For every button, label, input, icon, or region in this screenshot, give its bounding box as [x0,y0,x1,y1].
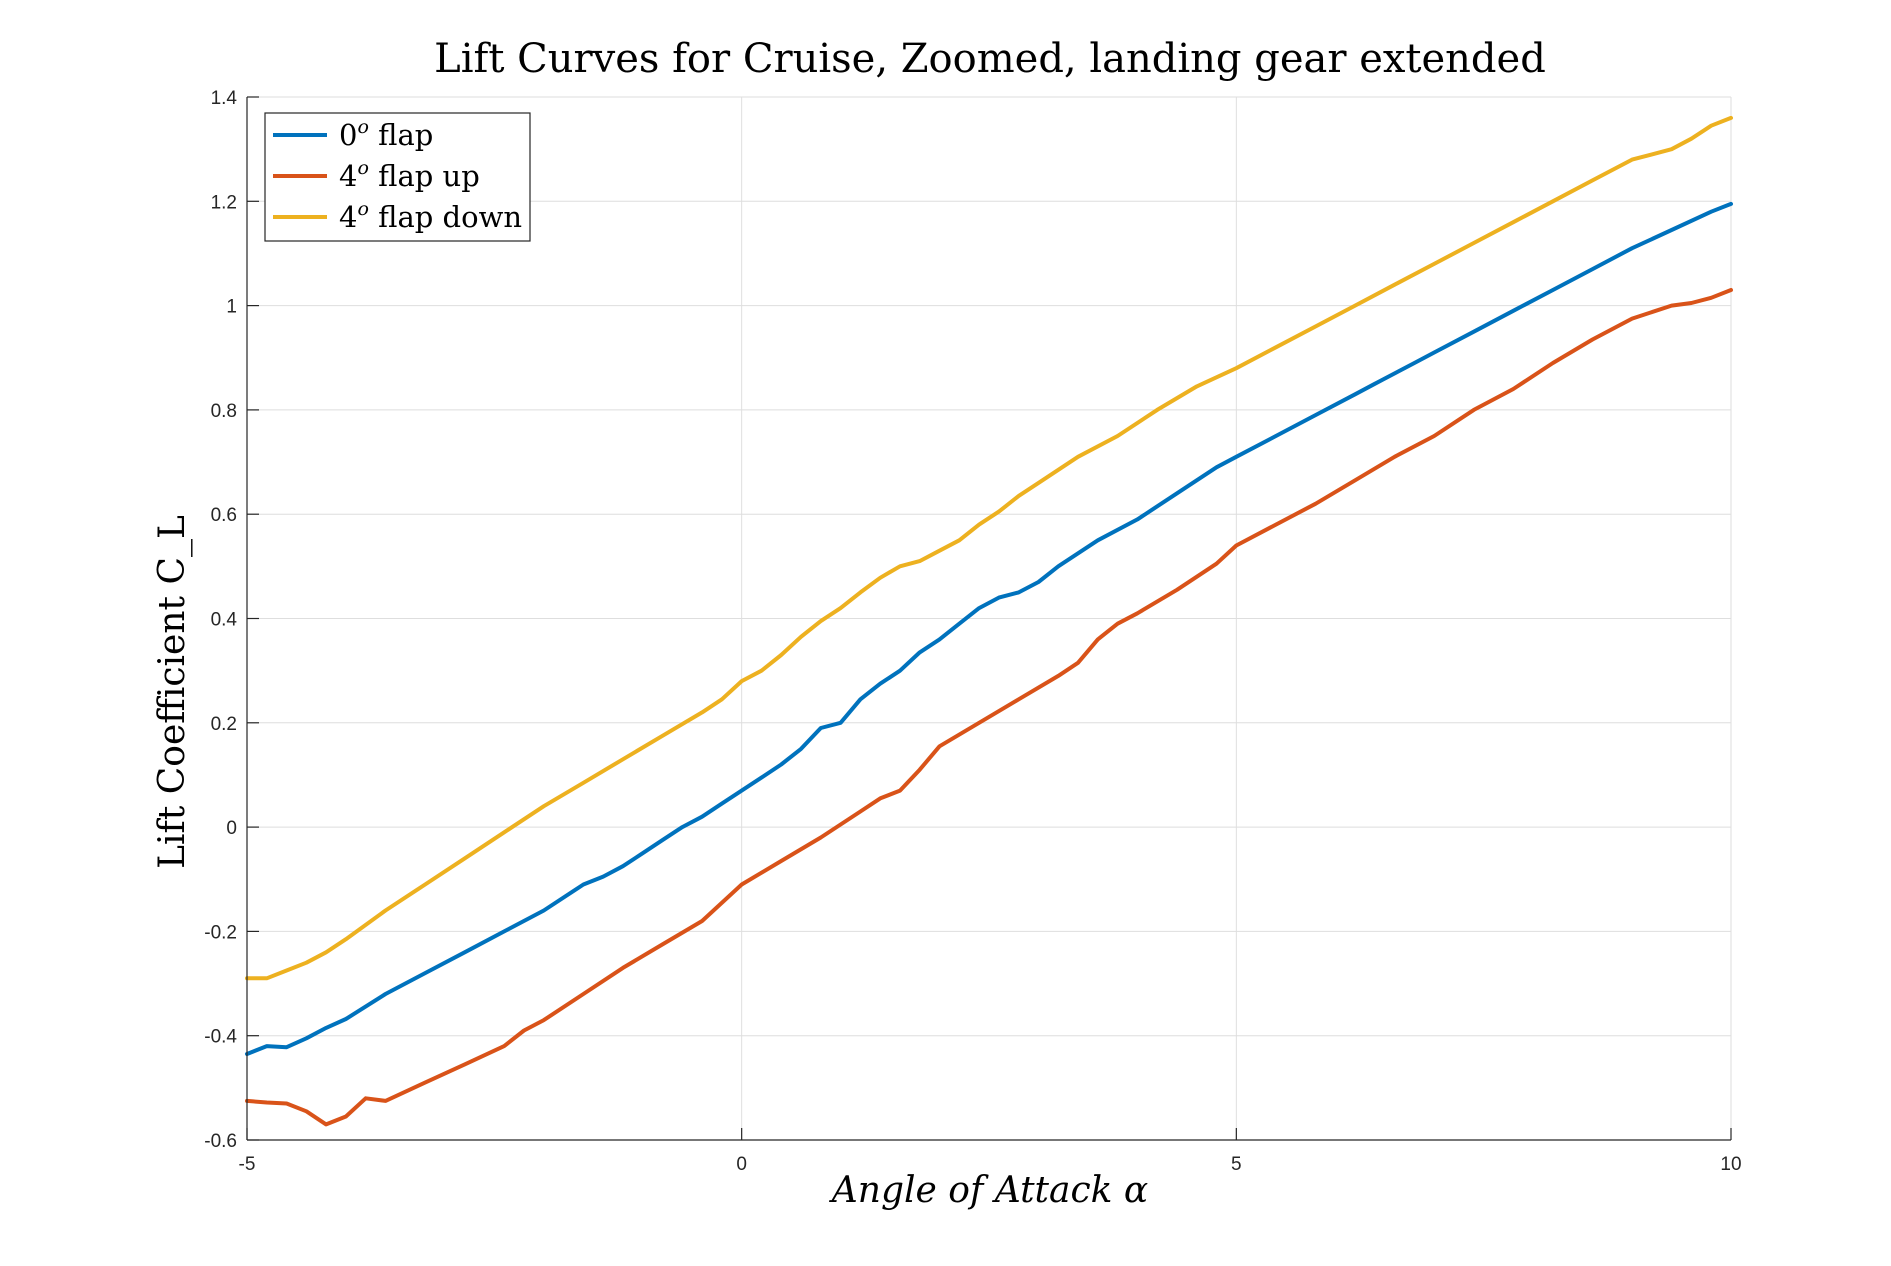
series-line-2 [245,115,1733,981]
series-line-1 [245,288,1733,1127]
y-tick-label: 0.8 [211,401,237,422]
y-tick-label: 0.6 [211,505,237,526]
legend-entry-2: 4o flap down [339,198,522,234]
y-tick-label: -0.4 [204,1027,237,1048]
x-tick-label: 0 [736,1154,747,1175]
legend-entry-0: 0o flap [339,116,433,152]
y-tick-label: 0.2 [211,714,237,735]
series-line-0 [245,201,1733,1056]
legend: 0o flap 4o flap up 4o flap down [264,112,531,242]
chart-title: Lift Curves for Cruise, Zoomed, landing … [434,36,1546,82]
y-axis-label: Lift Coefficient C_L [152,515,193,869]
y-tick-label: 1.4 [211,88,238,109]
y-tick-label: 1.2 [211,192,237,213]
y-tick-label: 1 [226,297,237,318]
y-tick-label: -0.6 [204,1131,237,1152]
y-tick-label: -0.2 [204,922,237,943]
y-tick-label: 0 [226,818,237,839]
legend-entry-1: 4o flap up [339,157,480,193]
series-lines [245,115,1733,1127]
x-tick-label: 10 [1720,1154,1741,1175]
y-tick-label: 0.4 [211,610,238,631]
tick-labels: -5 0 5 10 -0.6 -0.4 -0.2 0 0.2 0.4 0.6 0.8 1 1.2 1.4 [204,88,1741,1175]
grid [246,96,1732,1141]
x-axis-label: Angle of Attack α [829,1170,1148,1211]
x-tick-label: 5 [1231,1154,1242,1175]
x-tick-label: -5 [239,1154,256,1175]
